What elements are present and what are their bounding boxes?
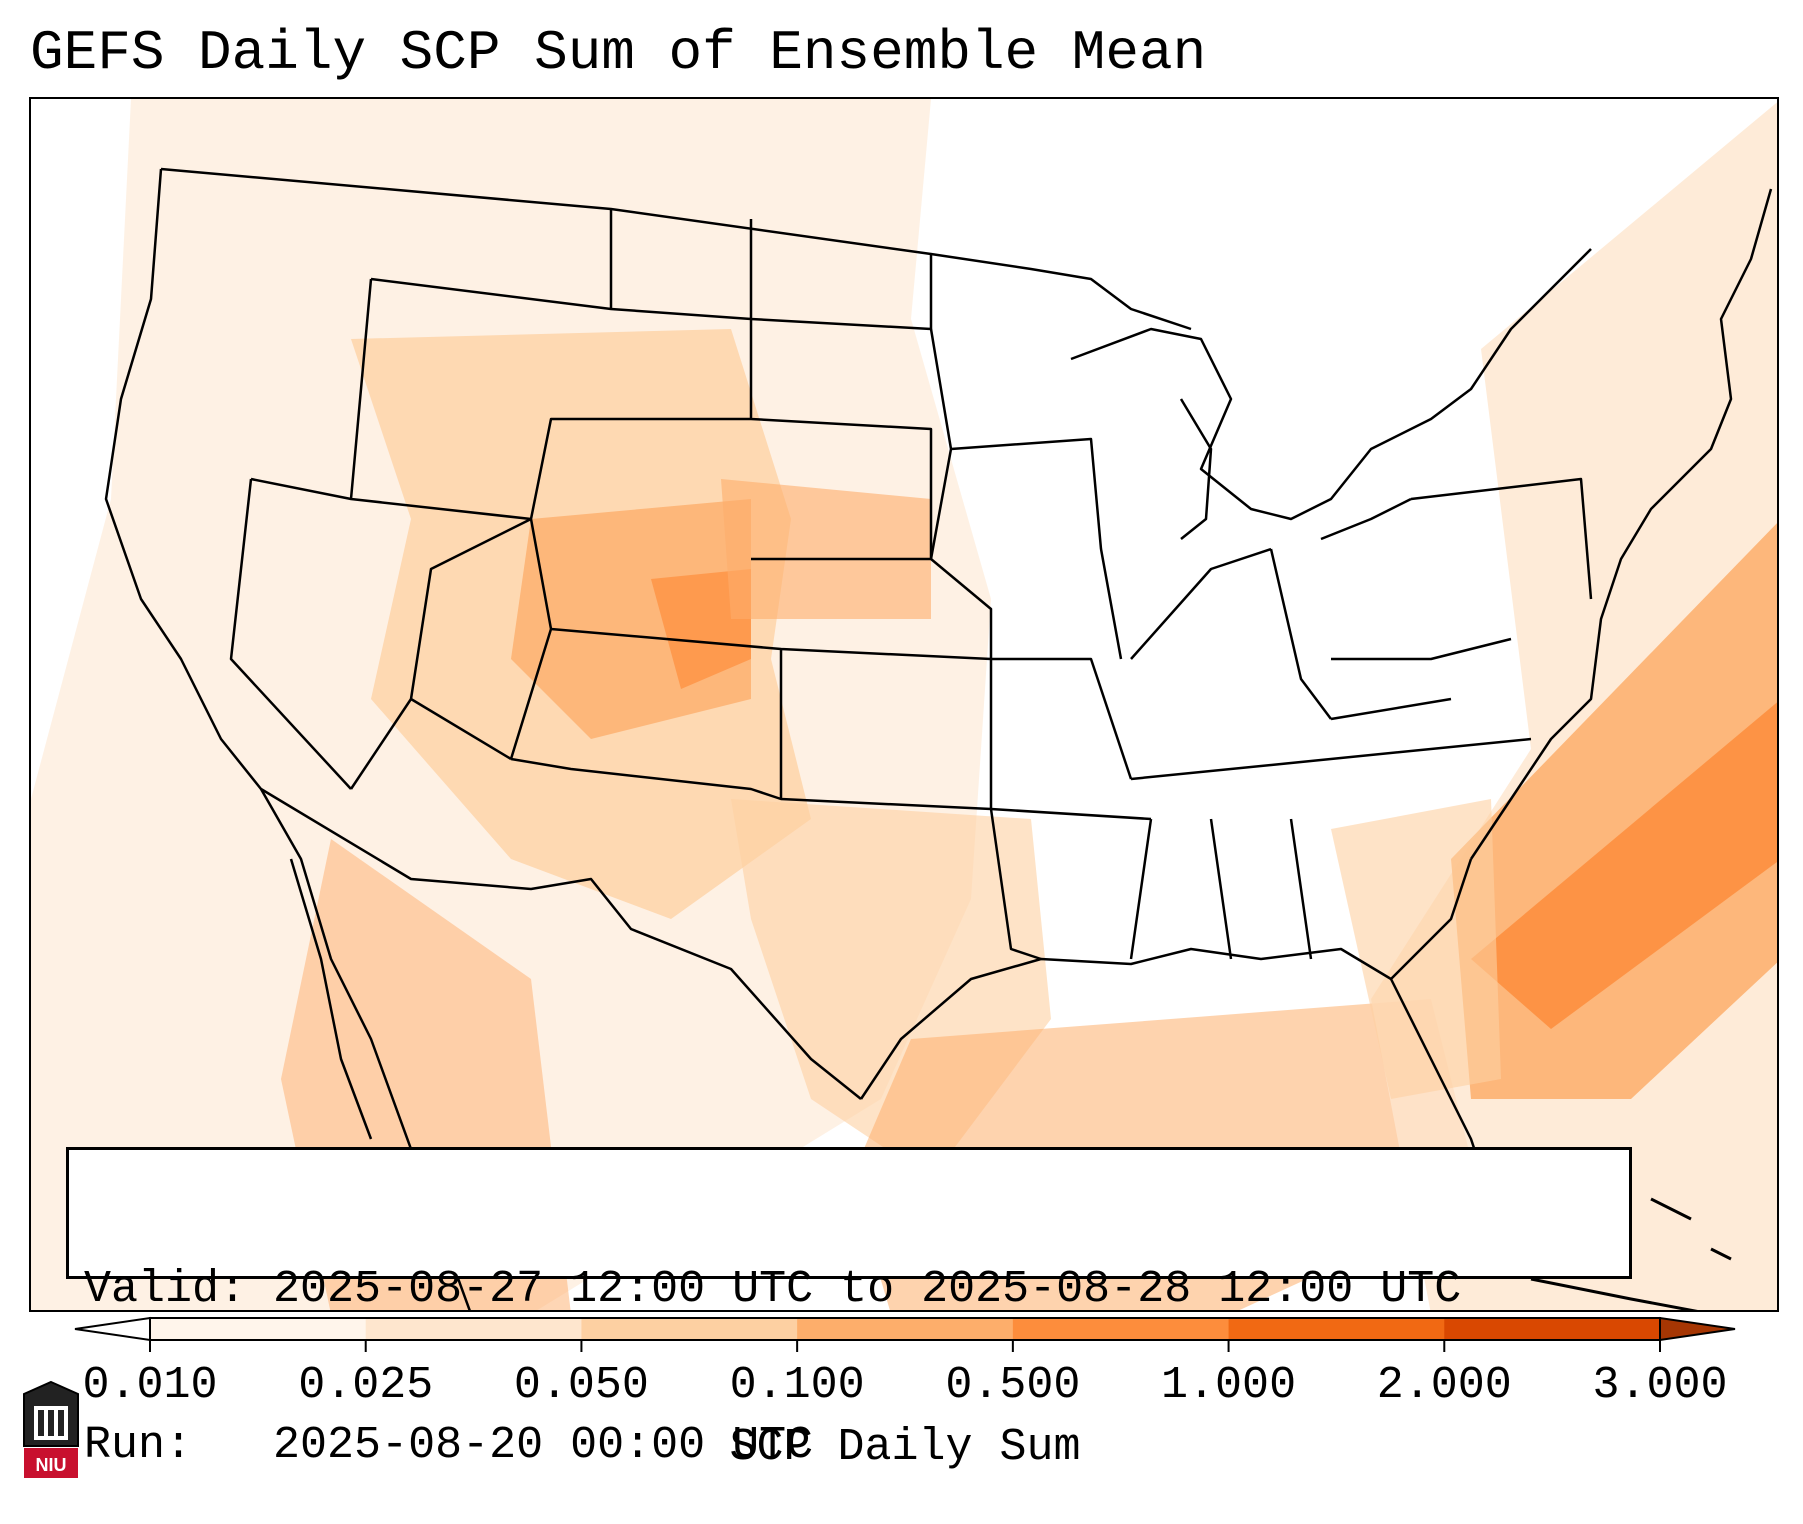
great-lakes — [1070, 248, 1592, 521]
valid-label: Valid: — [84, 1264, 247, 1315]
colorbar-tick-label: 0.025 — [298, 1360, 434, 1411]
scp-region-core — [651, 569, 751, 689]
lake-michigan — [1179, 398, 1213, 540]
colorbar-segment — [365, 1318, 582, 1340]
colorbar-tick-label: 0.010 — [82, 1360, 218, 1411]
colorbar-segment — [1444, 1318, 1661, 1340]
map-canvas — [31, 99, 1777, 1310]
scp-region-southeast — [1331, 799, 1501, 1099]
colorbar-segment — [797, 1318, 1014, 1340]
east-coast — [1469, 188, 1773, 860]
map-panel — [29, 97, 1779, 1312]
colorbar-tick-label: 0.500 — [945, 1360, 1081, 1411]
valid-time-box: Valid: 2025-08-27 12:00 UTC to 2025-08-2… — [66, 1147, 1632, 1471]
run-line: Run: 2025-08-20 00:00 UTC — [84, 1420, 1629, 1472]
colorbar-tick-label: 3.000 — [1592, 1360, 1728, 1411]
state-lines-nevada-arizona — [229, 478, 532, 790]
colorbar-segment — [1228, 1318, 1445, 1340]
niu-logo-text: NIU — [36, 1455, 67, 1475]
colorbar — [74, 1316, 1736, 1352]
chart-title: GEFS Daily SCP Sum of Ensemble Mean — [30, 21, 1207, 85]
scp-region-nebraska — [721, 479, 931, 619]
colorbar-under-arrow — [74, 1316, 151, 1342]
run-label: Run: — [84, 1420, 193, 1471]
colorbar-segment — [150, 1318, 367, 1340]
scp-shading — [31, 99, 1777, 1310]
colorbar-tick-label: 0.050 — [513, 1360, 649, 1411]
colorbar-label: SCP Daily Sum — [729, 1422, 1081, 1473]
valid-line: Valid: 2025-08-27 12:00 UTC to 2025-08-2… — [84, 1264, 1629, 1316]
run-time: 2025-08-20 00:00 UTC — [273, 1420, 814, 1471]
baja-coast — [289, 858, 373, 1140]
colorbar-over-arrow — [1659, 1316, 1736, 1342]
valid-range: 2025-08-27 12:00 UTC to 2025-08-28 12:00… — [273, 1264, 1462, 1315]
colorbar-outline — [149, 1317, 1661, 1341]
lake-erie — [1320, 497, 1412, 541]
colorbar-tick-label: 2.000 — [1376, 1360, 1512, 1411]
colorbar-ticks — [149, 1340, 1661, 1352]
colorbar-segment — [581, 1318, 798, 1340]
colorbar-tick-label: 0.100 — [729, 1360, 865, 1411]
colorbar-tick-label: 1.000 — [1161, 1360, 1297, 1411]
west-coast — [104, 168, 471, 1310]
gulf-coast — [859, 947, 1493, 1200]
colorbar-segment — [1012, 1318, 1230, 1340]
niu-logo: NIU — [23, 1380, 79, 1478]
mexico-border — [260, 787, 862, 1100]
scp-region-atlantic-core — [1471, 702, 1777, 1029]
florida-coast — [1390, 858, 1473, 980]
state-lines-central — [929, 328, 1593, 961]
colorbar-segments — [74, 1316, 1736, 1342]
boundaries — [104, 167, 1773, 1310]
